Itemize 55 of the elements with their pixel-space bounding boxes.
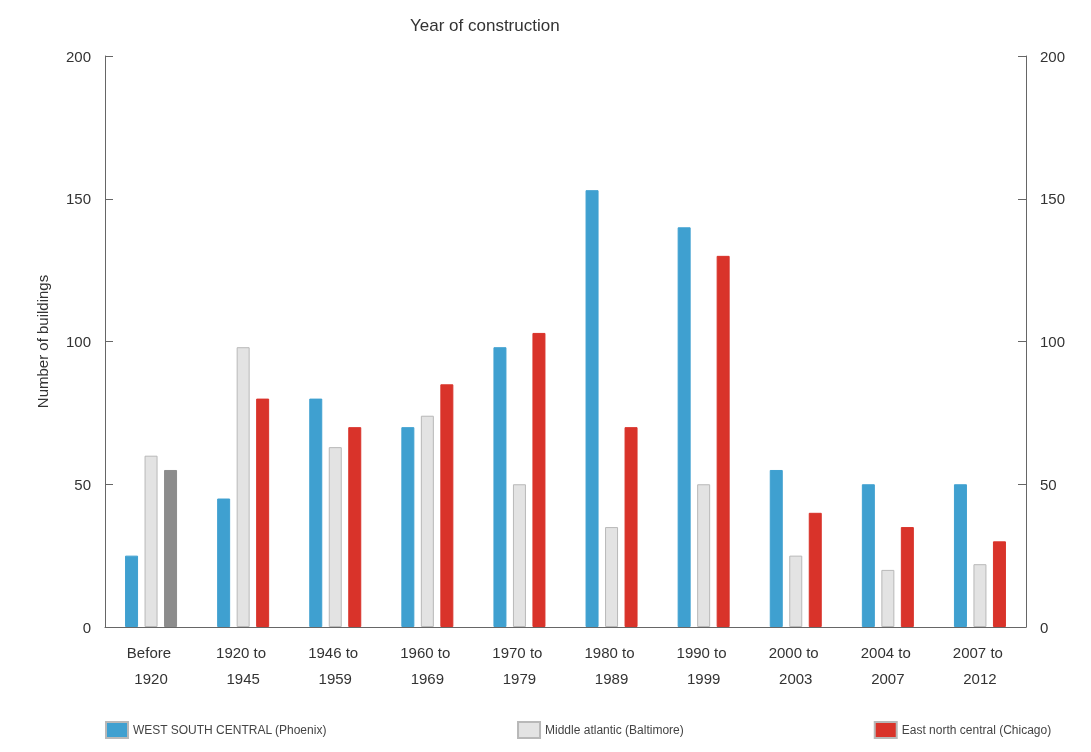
bar xyxy=(900,527,914,627)
bar xyxy=(716,255,730,627)
bar xyxy=(953,484,967,627)
y2-tick-label: 50 xyxy=(1040,475,1057,493)
y2-tick-label: 100 xyxy=(1040,333,1066,350)
bar xyxy=(328,447,342,627)
x-tick-label: 2007 to 2012 xyxy=(952,643,1008,687)
bar xyxy=(973,564,987,627)
x-tick-label: 2000 to 2003 xyxy=(768,643,823,687)
x-tick-label: 1970 to 1979 xyxy=(492,643,547,687)
x-tick-label: 1990 to 1999 xyxy=(676,643,731,687)
bar xyxy=(493,347,507,627)
bar xyxy=(697,484,711,627)
bar xyxy=(420,415,434,627)
y2-tick-label: 0 xyxy=(1040,618,1049,636)
bar xyxy=(144,455,158,627)
bar xyxy=(164,469,178,627)
bar xyxy=(348,427,362,627)
bar xyxy=(677,227,691,627)
bar xyxy=(125,555,139,627)
x-tick-label: 1980 to 1989 xyxy=(584,643,639,687)
bar xyxy=(808,512,822,627)
bar xyxy=(605,527,619,627)
bar xyxy=(585,190,599,627)
y2-tick-label: 200 xyxy=(1040,47,1066,65)
bar xyxy=(309,398,323,627)
y2-tick-label: 150 xyxy=(1040,190,1066,208)
y-axis-title: Number of buildings xyxy=(34,274,51,409)
y-tick-label: 150 xyxy=(65,190,91,208)
x-tick-label: 1946 to 1959 xyxy=(308,643,363,687)
bar xyxy=(769,469,783,627)
bar xyxy=(861,484,875,627)
bar xyxy=(236,347,250,627)
y-tick-label: 100 xyxy=(65,333,91,350)
bar xyxy=(789,555,803,627)
y-tick-label: 200 xyxy=(65,47,91,65)
x-tick-label: 1920 to 1945 xyxy=(216,643,271,687)
legend-label: WEST SOUTH CENTRAL (Phoenix) xyxy=(133,723,327,737)
chart-title: Year of construction xyxy=(410,16,560,35)
x-tick-label: Before 1920 xyxy=(126,643,176,687)
bar xyxy=(532,332,546,627)
bar xyxy=(512,484,526,627)
x-tick-label: 1960 to 1969 xyxy=(400,643,455,687)
bar xyxy=(881,569,895,627)
y-tick-label: 50 xyxy=(74,475,91,493)
legend-label: Middle atlantic (Baltimore) xyxy=(545,723,684,737)
bar xyxy=(217,498,231,627)
legend-label: East north central (Chicago) xyxy=(901,723,1052,737)
bar xyxy=(624,427,638,627)
bar xyxy=(440,384,454,627)
bar xyxy=(401,427,415,627)
y-tick-label: 0 xyxy=(82,618,91,636)
x-tick-label: 2004 to 2007 xyxy=(860,643,915,687)
bar xyxy=(256,398,270,627)
bar xyxy=(992,541,1006,627)
